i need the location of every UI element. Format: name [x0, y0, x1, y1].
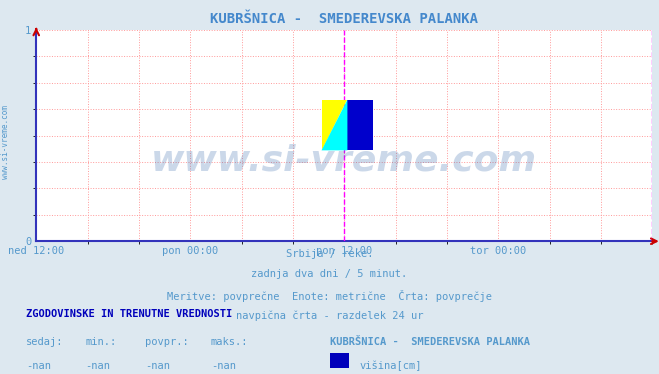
- Text: sedaj:: sedaj:: [26, 337, 64, 347]
- Polygon shape: [322, 99, 347, 150]
- Text: maks.:: maks.:: [211, 337, 248, 347]
- Polygon shape: [322, 99, 347, 150]
- Text: -nan: -nan: [145, 361, 170, 371]
- Title: KUBRŠNICA -  SMEDEREVSKA PALANKA: KUBRŠNICA - SMEDEREVSKA PALANKA: [210, 12, 478, 26]
- Text: navpična črta - razdelek 24 ur: navpična črta - razdelek 24 ur: [236, 310, 423, 321]
- Text: www.si-vreme.com: www.si-vreme.com: [1, 105, 10, 179]
- Polygon shape: [347, 99, 373, 150]
- Text: povpr.:: povpr.:: [145, 337, 188, 347]
- Text: KUBRŠNICA -  SMEDEREVSKA PALANKA: KUBRŠNICA - SMEDEREVSKA PALANKA: [330, 337, 529, 347]
- Text: Meritve: povprečne  Enote: metrične  Črta: povprečje: Meritve: povprečne Enote: metrične Črta:…: [167, 290, 492, 302]
- Text: višina[cm]: višina[cm]: [359, 361, 422, 371]
- Text: zadnja dva dni / 5 minut.: zadnja dva dni / 5 minut.: [251, 269, 408, 279]
- Text: min.:: min.:: [86, 337, 117, 347]
- Text: -nan: -nan: [26, 361, 51, 371]
- Text: -nan: -nan: [86, 361, 111, 371]
- Text: ZGODOVINSKE IN TRENUTNE VREDNOSTI: ZGODOVINSKE IN TRENUTNE VREDNOSTI: [26, 309, 233, 319]
- Text: Srbija / reke.: Srbija / reke.: [286, 249, 373, 259]
- Text: -nan: -nan: [211, 361, 236, 371]
- Text: www.si-vreme.com: www.si-vreme.com: [152, 144, 537, 178]
